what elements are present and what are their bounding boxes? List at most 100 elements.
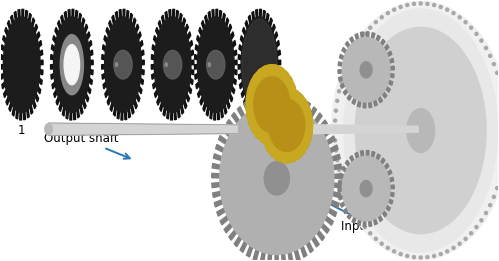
Polygon shape [268,96,273,103]
Polygon shape [62,108,65,116]
Polygon shape [363,102,366,108]
Polygon shape [58,20,61,29]
Polygon shape [190,78,193,85]
Polygon shape [294,250,300,261]
Polygon shape [22,9,23,17]
Ellipse shape [393,8,396,11]
Polygon shape [37,86,41,94]
Polygon shape [281,133,285,141]
Polygon shape [243,27,246,35]
Polygon shape [283,71,288,79]
Ellipse shape [493,195,496,198]
Polygon shape [258,69,262,77]
Polygon shape [80,105,83,114]
Polygon shape [267,145,271,152]
Ellipse shape [452,246,455,250]
Ellipse shape [464,21,467,24]
Polygon shape [256,130,260,138]
Polygon shape [188,86,192,94]
Polygon shape [340,202,345,207]
Polygon shape [371,151,375,158]
Polygon shape [389,177,394,182]
Polygon shape [135,24,139,32]
Text: 3: 3 [119,124,127,137]
Polygon shape [312,236,319,247]
Ellipse shape [360,62,372,78]
Polygon shape [25,10,27,19]
Polygon shape [248,88,252,93]
Ellipse shape [342,38,390,102]
Polygon shape [387,51,392,57]
Polygon shape [279,67,282,74]
Polygon shape [275,86,278,94]
Polygon shape [275,254,278,261]
Polygon shape [27,109,29,118]
Polygon shape [319,120,327,130]
Polygon shape [191,60,194,65]
Polygon shape [39,50,43,56]
Polygon shape [0,65,3,69]
Polygon shape [283,88,287,94]
Polygon shape [238,65,241,69]
Polygon shape [89,50,93,56]
Polygon shape [366,32,369,38]
Ellipse shape [413,2,416,5]
Polygon shape [291,155,295,162]
Polygon shape [72,9,74,17]
Polygon shape [292,109,297,114]
Polygon shape [224,223,233,233]
Polygon shape [294,90,297,97]
Polygon shape [240,241,247,252]
Polygon shape [137,94,140,102]
Polygon shape [264,92,268,104]
Polygon shape [281,254,286,261]
Ellipse shape [496,71,499,74]
Polygon shape [59,103,62,111]
Polygon shape [288,252,293,261]
Polygon shape [254,73,258,81]
Polygon shape [261,135,264,142]
Polygon shape [332,154,340,161]
Polygon shape [305,106,310,112]
Polygon shape [263,10,265,19]
Ellipse shape [433,3,436,7]
Polygon shape [232,86,235,94]
Polygon shape [343,207,348,214]
Polygon shape [307,113,312,118]
Polygon shape [261,125,265,130]
Polygon shape [133,18,136,27]
Text: 2: 2 [68,124,76,137]
Polygon shape [53,35,56,43]
Polygon shape [347,213,352,219]
Polygon shape [215,200,223,207]
Ellipse shape [439,5,442,9]
Polygon shape [305,105,309,111]
Ellipse shape [475,226,478,229]
Ellipse shape [485,46,488,50]
Polygon shape [303,142,308,149]
Polygon shape [16,111,18,119]
Ellipse shape [198,17,234,112]
Polygon shape [366,151,369,157]
Polygon shape [263,66,267,74]
Polygon shape [115,11,118,20]
Polygon shape [282,156,284,162]
Polygon shape [160,103,163,111]
Ellipse shape [458,242,461,245]
Polygon shape [130,13,132,22]
Polygon shape [273,92,277,98]
Polygon shape [226,18,229,27]
Polygon shape [152,45,156,51]
Polygon shape [55,27,58,35]
Polygon shape [292,92,297,97]
Polygon shape [121,112,123,120]
Ellipse shape [337,168,340,171]
Polygon shape [141,69,144,75]
Polygon shape [3,35,6,43]
Polygon shape [389,192,394,197]
Ellipse shape [369,26,372,29]
Polygon shape [246,105,251,109]
Polygon shape [216,145,224,152]
Polygon shape [361,151,364,157]
Polygon shape [102,45,106,51]
